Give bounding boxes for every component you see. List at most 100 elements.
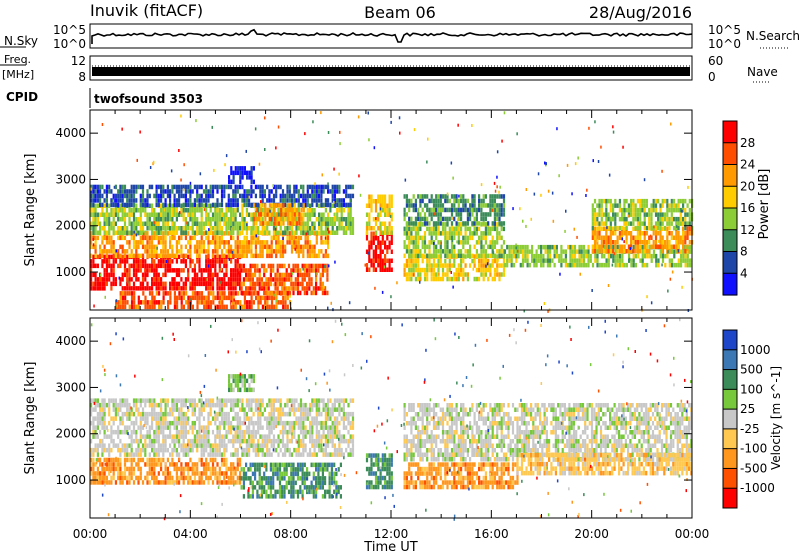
heatmap-cell <box>135 304 138 310</box>
heatmap-cell <box>426 267 429 273</box>
heatmap-cell <box>114 198 117 203</box>
heatmap-cell <box>175 249 178 254</box>
heatmap-speck <box>314 182 316 186</box>
heatmap-speck <box>269 209 271 213</box>
heatmap-cell <box>193 471 196 476</box>
heatmap-cell <box>94 429 97 435</box>
heatmap-cell <box>189 198 192 203</box>
heatmap-speck <box>118 276 120 280</box>
heatmap-speck <box>182 188 185 192</box>
heatmap-cell <box>223 291 226 296</box>
heatmap-cell <box>105 198 108 203</box>
heatmap-cell <box>232 221 235 226</box>
heatmap-cell <box>414 235 417 241</box>
heatmap-speck <box>585 194 587 197</box>
heatmap-cell <box>403 272 406 277</box>
heatmap-speck <box>677 249 679 253</box>
heatmap-cell <box>202 240 206 245</box>
heatmap-cell <box>379 230 382 235</box>
heatmap-cell <box>198 277 201 282</box>
heatmap-cell <box>110 202 113 208</box>
heatmap-cell <box>245 202 248 208</box>
heatmap-cell <box>178 452 181 457</box>
heatmap-cell <box>220 198 224 203</box>
heatmap-cell <box>103 466 106 472</box>
heatmap-cell <box>144 420 147 426</box>
heatmap-cell <box>500 272 503 277</box>
heatmap-cell <box>209 268 212 273</box>
heatmap-cell <box>126 286 129 291</box>
heatmap-cell <box>92 208 95 213</box>
heatmap-cell <box>453 198 456 204</box>
heatmap-cell <box>121 217 124 222</box>
heatmap-cell <box>475 216 478 222</box>
heatmap-cell <box>128 240 131 245</box>
heatmap-cell <box>491 198 494 204</box>
heatmap-cell <box>639 221 642 226</box>
heatmap-cell <box>372 258 375 263</box>
heatmap-cell <box>148 452 151 457</box>
heatmap-cell <box>650 203 653 208</box>
heatmap-cell <box>496 216 499 222</box>
heatmap-cell <box>110 398 113 403</box>
heatmap-cell <box>101 208 104 213</box>
heatmap-cell <box>320 235 323 241</box>
heatmap-cell <box>268 189 271 194</box>
heatmap-speck <box>623 240 625 244</box>
heatmap-cell <box>493 240 496 245</box>
heatmap-cell <box>282 207 285 213</box>
heatmap-cell <box>225 462 228 467</box>
heatmap-cell <box>641 231 644 236</box>
heatmap-cell <box>466 235 469 241</box>
heatmap-speck <box>238 268 241 272</box>
heatmap-cell <box>103 268 106 273</box>
heatmap-cell <box>580 253 583 259</box>
heatmap-speck <box>316 272 318 276</box>
heatmap-cell <box>223 259 226 264</box>
heatmap-cell <box>544 244 547 250</box>
heatmap-cell <box>232 286 235 291</box>
heatmap-cell <box>639 249 642 254</box>
heatmap-cell <box>327 244 330 250</box>
heatmap-cell <box>315 235 318 241</box>
heatmap-cell <box>473 216 476 222</box>
heatmap-cell <box>164 244 167 250</box>
heatmap-cell <box>632 262 635 268</box>
heatmap-cell <box>607 235 610 240</box>
heatmap-cell <box>220 226 224 231</box>
heatmap-cell <box>196 240 199 245</box>
heatmap-speck <box>145 273 147 277</box>
heatmap-speck <box>434 212 436 216</box>
heatmap-cell <box>103 254 106 260</box>
heatmap-cell <box>200 272 203 278</box>
heatmap-cell <box>139 420 142 426</box>
heatmap-cell <box>126 475 129 481</box>
heatmap-cell <box>155 253 158 259</box>
heatmap-speck <box>280 230 282 234</box>
heatmap-cell <box>276 286 279 291</box>
heatmap-cell <box>96 235 99 241</box>
heatmap-cell <box>248 244 251 250</box>
heatmap-speck <box>324 265 326 268</box>
heatmap-cell <box>259 193 262 199</box>
heatmap-cell <box>489 212 492 217</box>
heatmap-cell <box>128 411 131 417</box>
heatmap-cell <box>207 295 210 301</box>
heatmap-cell <box>279 300 283 305</box>
heatmap-cell <box>311 249 314 254</box>
heatmap-cell <box>249 277 252 282</box>
heatmap-cell <box>205 198 208 203</box>
heatmap-cell <box>594 253 597 259</box>
heatmap-cell <box>126 259 129 264</box>
heatmap-cell <box>464 249 467 254</box>
heatmap-cell <box>254 184 257 190</box>
heatmap-cell <box>636 212 639 217</box>
heatmap-cell <box>211 193 215 199</box>
heatmap-cell <box>441 194 445 199</box>
heatmap-cell <box>437 212 440 217</box>
heatmap-cell <box>619 258 622 263</box>
heatmap-cell <box>182 226 185 231</box>
heatmap-cell <box>193 466 196 472</box>
heatmap-cell <box>256 281 259 287</box>
heatmap-cell <box>253 216 256 222</box>
